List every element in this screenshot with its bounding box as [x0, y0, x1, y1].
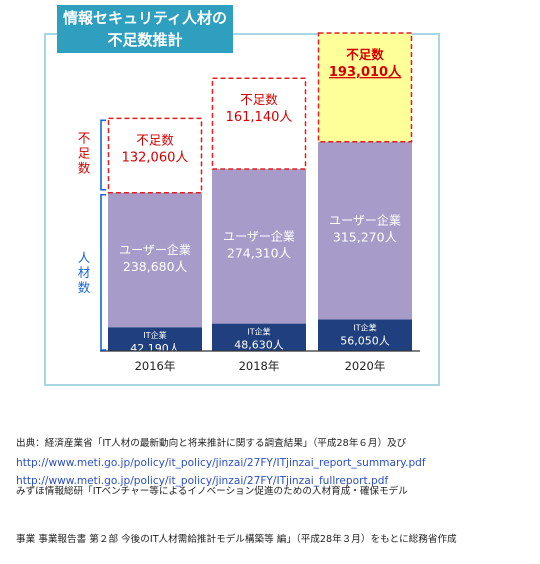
bar-shortage-name-1: 不足数	[240, 92, 278, 107]
bar-user-name-1: ユーザー企業	[223, 228, 295, 243]
stacked-bar-chart: IT企業42,190人ユーザー企業238,680人不足数132,060人2016…	[78, 32, 420, 373]
x-tick-label-2: 2020年	[345, 359, 386, 373]
bar-it-label-0: 42,190人	[130, 342, 180, 355]
bar-user-0	[108, 192, 202, 328]
bar-shortage-name-2: 不足数	[346, 47, 384, 62]
staff-bracket	[100, 193, 106, 351]
bar-user-name-2: ユーザー企業	[329, 213, 401, 228]
bar-shortage-2	[317, 32, 413, 143]
bar-user-2	[318, 141, 412, 320]
bar-user-1	[212, 169, 306, 324]
bar-it-label-2: 56,050人	[340, 334, 390, 347]
staff-group-char-0: 人	[78, 250, 91, 265]
x-tick-label-0: 2016年	[135, 359, 176, 373]
full-report-link[interactable]: http://www.meti.go.jp/policy/it_policy/j…	[16, 475, 389, 487]
bar-user-label-2: 315,270人	[333, 230, 398, 245]
shortage-group-char-1: 足	[78, 146, 91, 161]
summary-report-link[interactable]: http://www.meti.go.jp/policy/it_policy/j…	[16, 457, 426, 469]
x-tick-label-1: 2018年	[239, 359, 280, 373]
bar-user-label-1: 274,310人	[227, 245, 292, 260]
chart-title-line2: 不足数推計	[107, 31, 183, 49]
bar-shortage-label-0: 132,060人	[122, 150, 189, 165]
bar-shortage-name-0: 不足数	[136, 132, 174, 147]
bar-it-label-1: 48,630人	[234, 339, 284, 352]
source-line-2: みずほ情報総研「ITベンチャー等によるイノベーション促進のための人材育成・確保モ…	[16, 486, 408, 497]
staff-group-char-1: 材	[78, 265, 91, 280]
bar-shortage-0	[107, 117, 203, 194]
bar-user-name-0: ユーザー企業	[119, 242, 191, 257]
staff-group-char-2: 数	[78, 280, 91, 295]
shortage-group-char-0: 不	[78, 131, 91, 146]
bar-it-name-2: IT企業	[353, 322, 376, 332]
source-line-3: 事業 事業報告書 第２部 今後のIT人材需給推計モデル構築等 編」（平成28年３…	[16, 534, 457, 545]
bar-it-2	[318, 319, 412, 351]
chart-title: 情報セキュリティ人材の 不足数推計	[57, 5, 233, 53]
bar-it-1	[212, 323, 306, 351]
source-line-1: 出典：経済産業省「IT人材の最新動向と将来推計に関する調査結果」（平成28年６月…	[16, 438, 407, 449]
shortage-bracket	[100, 119, 106, 191]
chart-title-line1: 情報セキュリティ人材の	[62, 9, 228, 27]
shortage-group-char-2: 数	[78, 161, 91, 176]
bar-user-label-0: 238,680人	[123, 259, 188, 274]
bar-it-0	[108, 327, 202, 351]
bar-shortage-label-2: 193,010人	[329, 64, 402, 80]
bar-shortage-label-1: 161,140人	[226, 110, 293, 125]
bar-shortage-1	[211, 77, 307, 170]
bar-it-name-0: IT企業	[143, 330, 166, 340]
bar-it-name-1: IT企業	[247, 327, 270, 337]
